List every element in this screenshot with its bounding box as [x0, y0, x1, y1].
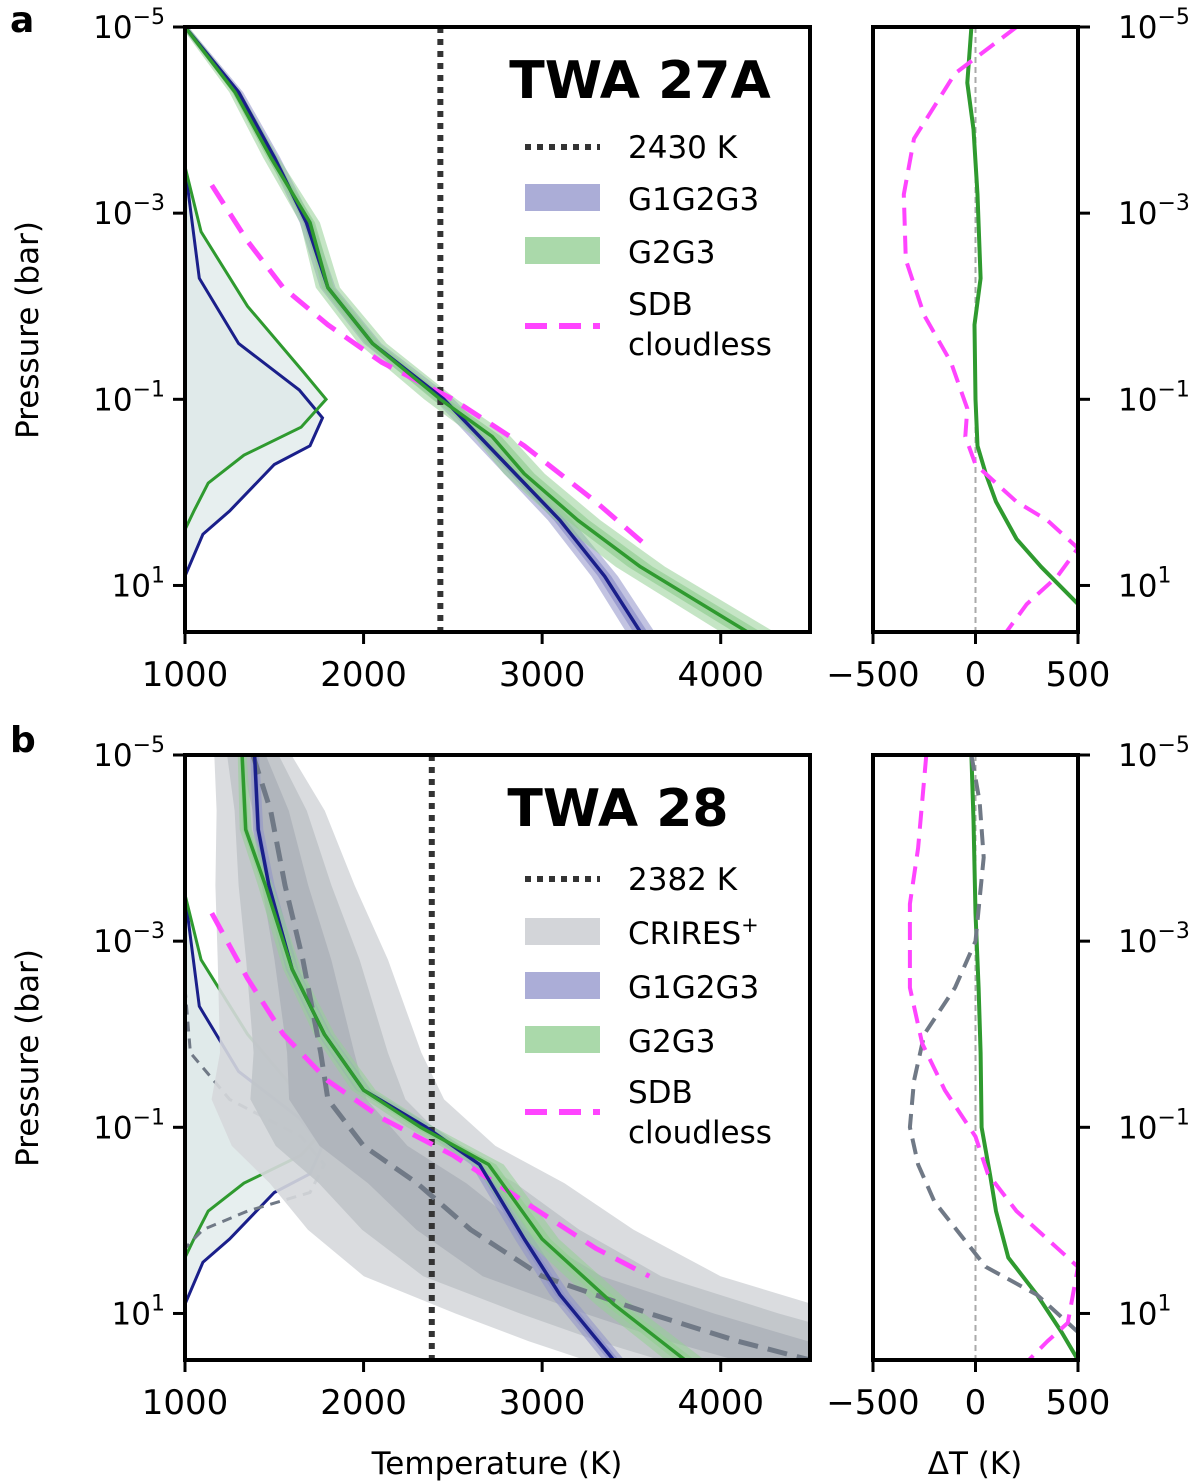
y-tick-label: 10−3 [93, 919, 165, 960]
delta-line-green [965, 27, 1078, 606]
y-tick-label: 101 [112, 563, 165, 604]
legend-entry-crires: CRIRES+ [525, 913, 759, 952]
delta-t-plot: −500 0 500 10−5 10−3 10−1 101 [826, 5, 1190, 695]
y-tick-label: 10−3 [1118, 919, 1190, 960]
legend-label: G1G2G3 [628, 970, 759, 1006]
legend-label: cloudless [628, 327, 772, 363]
x-tick-label: 2000 [320, 1383, 407, 1423]
y-tick-label: 10−1 [93, 1105, 165, 1146]
axes: 1000 2000 3000 4000 10−5 10−3 10−1 101 [93, 733, 764, 1423]
axes: −500 0 500 10−5 10−3 10−1 101 [826, 733, 1190, 1423]
profile-line-magenta [209, 183, 651, 551]
profile-line-green [240, 755, 687, 1360]
legend-label: CRIRES+ [628, 913, 759, 952]
legend-entry-g2g3: G2G3 [525, 1024, 716, 1060]
legend-swatch-band [525, 972, 600, 999]
legend-swatch-band [525, 918, 600, 945]
panel-letter: b [10, 720, 36, 761]
plot-frame [183, 25, 812, 634]
panel-title: TWA 28 [507, 779, 728, 839]
x-tick-label: 3000 [499, 1383, 586, 1423]
x-tick-label: 0 [965, 1383, 987, 1423]
x-tick-label: 500 [1046, 1383, 1111, 1423]
y-tick-label: 10−3 [1118, 191, 1190, 232]
plot-frame [183, 753, 812, 1362]
legend: 2382 K CRIRES+ G1G2G3 G2G3 SDB clo [525, 862, 772, 1151]
delta-t-plot: −500 0 500 10−5 10−3 10−1 101 [826, 733, 1190, 1423]
x-axis-label-delta: ΔT (K) [928, 1446, 1023, 1482]
plot-data [907, 755, 1078, 1360]
legend-label: G2G3 [628, 1024, 716, 1060]
legend-swatch-band [525, 184, 600, 211]
y-tick-label: 10−5 [93, 5, 165, 46]
plot-data [901, 27, 1078, 632]
delta-line-gray [907, 755, 1078, 1334]
temperature-profile-plot: 1000 2000 3000 4000 10−5 10−3 10−1 101 TWA 28 2… [93, 733, 812, 1423]
y-tick-label: 101 [112, 1291, 165, 1332]
legend-label: G2G3 [628, 235, 716, 271]
x-tick-label: 500 [1046, 655, 1111, 695]
delta-line-magenta [901, 27, 1078, 632]
x-tick-label: 0 [965, 655, 987, 695]
legend-label: 2382 K [628, 862, 738, 898]
x-tick-label: 1000 [142, 1383, 229, 1423]
legend-label: 2430 K [628, 130, 738, 166]
plot-data [185, 27, 775, 632]
legend-entry-g2g3: G2G3 [525, 235, 716, 271]
profile-line-magenta [209, 911, 651, 1279]
contribution-fill [185, 166, 327, 530]
y-tick-label: 10−5 [93, 733, 165, 774]
panel-letter: a [10, 0, 34, 41]
profile-line-green [185, 27, 749, 632]
y-tick-label: 10−3 [93, 191, 165, 232]
legend-entry-sdb: SDB cloudless [525, 287, 772, 363]
legend-swatch-band [525, 237, 600, 264]
confidence-band-mid [227, 755, 810, 1360]
legend-entry-g1g2g3: G1G2G3 [525, 970, 759, 1006]
x-tick-label: 4000 [677, 655, 764, 695]
y-tick-label: 10−1 [1118, 377, 1190, 418]
confidence-band-outer [237, 755, 705, 1360]
x-tick-label: −500 [826, 655, 919, 695]
legend-entry-sdb: SDB cloudless [525, 1075, 772, 1151]
y-tick-label: 10−5 [1118, 733, 1190, 774]
y-tick-label: 10−5 [1118, 5, 1190, 46]
legend-label: SDB [628, 287, 693, 323]
legend-entry-vline: 2430 K [525, 130, 738, 166]
x-tick-label: 1000 [142, 655, 229, 695]
x-tick-label: −500 [826, 1383, 919, 1423]
contribution-function-navy [185, 166, 325, 577]
legend-entry-vline: 2382 K [525, 862, 738, 898]
y-tick-label: 101 [1118, 563, 1171, 604]
y-tick-label: 10−1 [93, 377, 165, 418]
legend-label: cloudless [628, 1115, 772, 1151]
panel-b: b 1000 2000 3000 4000 10−5 10−3 10−1 101 TWA 28… [10, 720, 1190, 1482]
y-tick-label: 10−1 [1118, 1105, 1190, 1146]
x-tick-label: 4000 [677, 1383, 764, 1423]
legend-label: SDB [628, 1075, 693, 1111]
profile-line-gray [250, 755, 810, 1360]
panel-a: a 1000 2000 3000 4000 10−5 10−3 10−1 101 TWA 27… [10, 0, 1190, 695]
legend-swatch-band [525, 1026, 600, 1053]
legend: 2430 K G1G2G3 G2G3 SDB cloudless [525, 130, 772, 363]
x-tick-label: 3000 [499, 655, 586, 695]
legend-entry-g1g2g3: G1G2G3 [525, 182, 759, 218]
legend-label: G1G2G3 [628, 182, 759, 218]
y-axis-label: Pressure (bar) [10, 949, 46, 1167]
y-axis-label: Pressure (bar) [10, 221, 46, 439]
axes: −500 0 500 10−5 10−3 10−1 101 [826, 5, 1190, 695]
axes: 1000 2000 3000 4000 10−5 10−3 10−1 101 [93, 5, 764, 695]
panel-title: TWA 27A [509, 51, 770, 111]
x-tick-label: 2000 [320, 655, 407, 695]
plot-data [185, 755, 810, 1360]
x-axis-label: Temperature (K) [371, 1446, 623, 1482]
y-tick-label: 101 [1118, 1291, 1171, 1332]
contribution-function-green [185, 166, 329, 531]
